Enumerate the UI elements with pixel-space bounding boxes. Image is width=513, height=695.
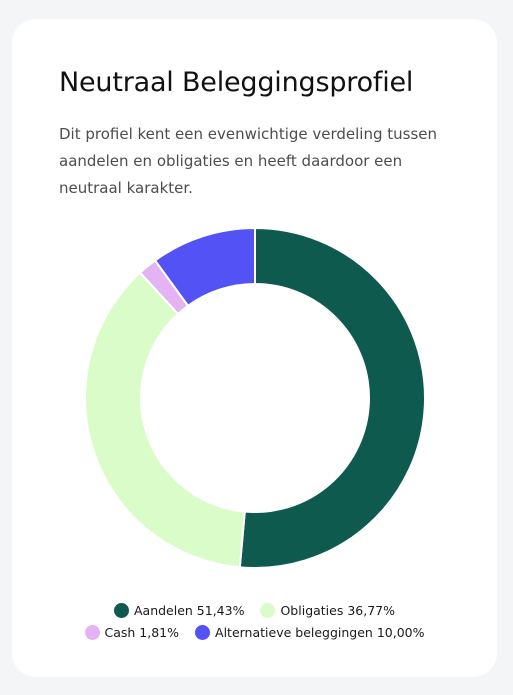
donut-slice-aandelen[interactable] [238, 226, 426, 569]
legend-item-cash[interactable]: Cash 1,81% [84, 624, 180, 640]
legend-swatch-cash [84, 624, 100, 640]
legend-item-alternatieve-beleggingen[interactable]: Alternatieve beleggingen 10,00% [195, 624, 425, 640]
donut-slices [84, 226, 426, 569]
legend-item-obligaties[interactable]: Obligaties 36,77% [260, 602, 395, 618]
legend-swatch-obligaties [260, 602, 276, 618]
legend-label-cash: Cash 1,81% [104, 624, 180, 640]
legend-label-obligaties: Obligaties 36,77% [280, 602, 395, 618]
donut-chart [84, 226, 426, 569]
page-title: Neutraal Beleggingsprofiel [59, 67, 414, 98]
profile-description: Dit profiel kent een evenwichtige verdel… [59, 125, 438, 197]
legend-row-1: Aandelen 51,43% Obligaties 36,77% [12, 599, 497, 621]
chart-legend: Aandelen 51,43% Obligaties 36,77% Cash 1… [12, 599, 497, 643]
legend-item-aandelen[interactable]: Aandelen 51,43% [113, 602, 245, 618]
legend-row-2: Cash 1,81% Alternatieve beleggingen 10,0… [12, 621, 497, 643]
legend-swatch-alternatieve-beleggingen [195, 624, 211, 640]
legend-swatch-aandelen [113, 602, 129, 618]
profile-card: Neutraal Beleggingsprofiel Dit profiel k… [12, 19, 497, 677]
donut-slice-alternatieve-beleggingen[interactable] [153, 226, 256, 308]
legend-label-alternatieve-beleggingen: Alternatieve beleggingen 10,00% [215, 624, 425, 640]
legend-label-aandelen: Aandelen 51,43% [133, 602, 245, 618]
donut-slice-obligaties[interactable] [84, 271, 246, 569]
